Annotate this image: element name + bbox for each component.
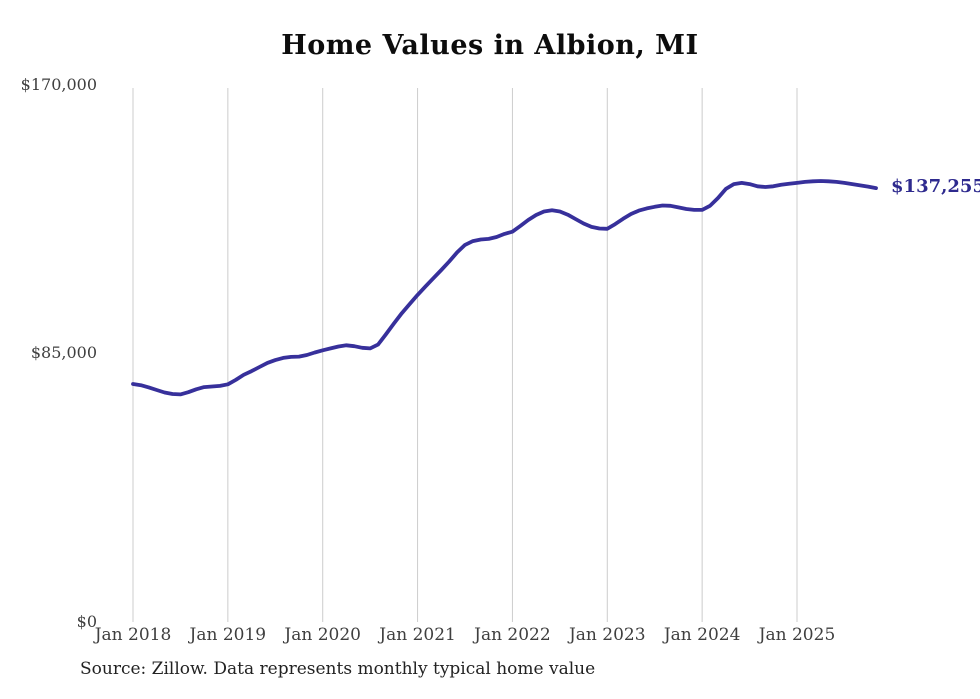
x-tick-label: Jan 2025: [758, 625, 836, 645]
source-note: Source: Zillow. Data represents monthly …: [80, 659, 596, 679]
x-tick-label: Jan 2020: [284, 625, 361, 645]
x-tick-label: Jan 2018: [94, 625, 172, 645]
x-tick-label: Jan 2022: [474, 625, 551, 645]
y-tick-label: $0: [76, 612, 97, 631]
x-tick-label: Jan 2019: [189, 625, 267, 645]
chart-title: Home Values in Albion, MI: [281, 30, 699, 61]
home-value-line: [131, 179, 878, 397]
y-tick-label: $85,000: [30, 342, 97, 362]
x-tick-label: Jan 2024: [663, 625, 741, 645]
x-tick-label: Jan 2023: [568, 625, 646, 645]
year-gridlines: [132, 88, 798, 622]
x-tick-label: Jan 2021: [379, 625, 456, 645]
end-value-label: $137,255: [891, 176, 980, 198]
y-tick-label: $170,000: [20, 75, 97, 94]
